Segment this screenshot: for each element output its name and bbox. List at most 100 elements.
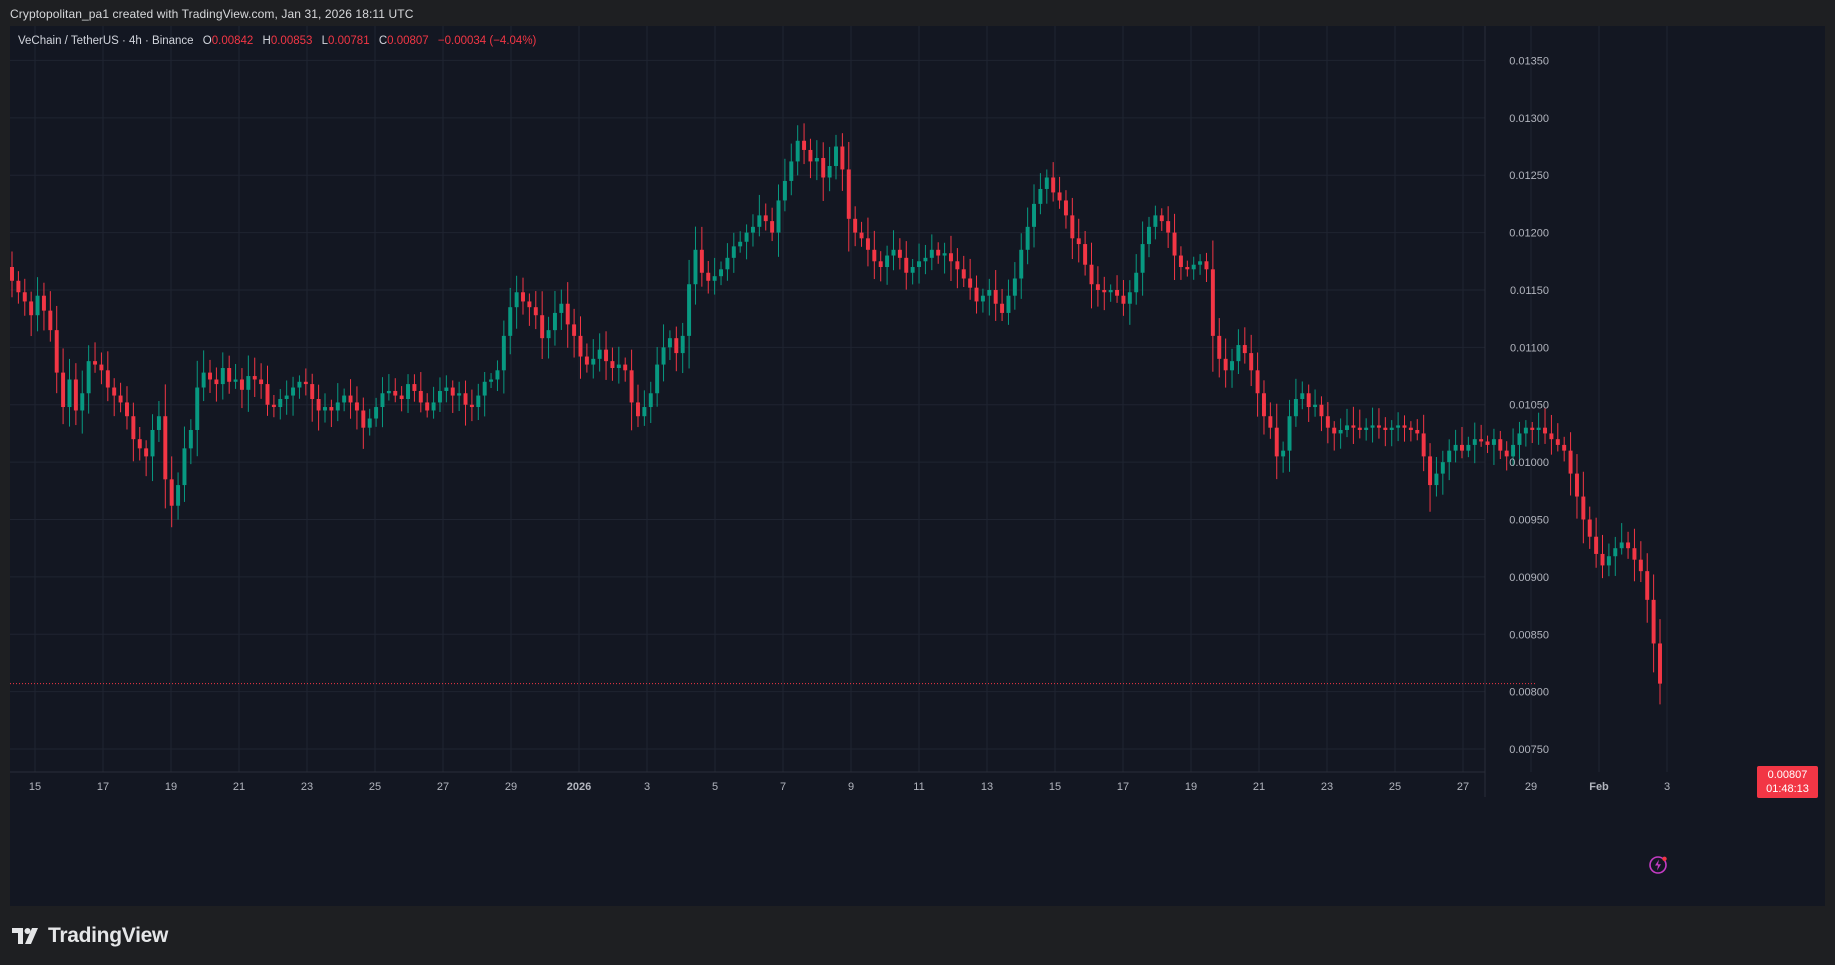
candle-body xyxy=(993,289,998,304)
candle-body xyxy=(980,295,985,302)
candle-body xyxy=(16,280,21,293)
chart-panel[interactable]: 0.00750 0.00800 0.00850 0.00900 0.00950 0.010… xyxy=(10,26,1825,906)
candle-body xyxy=(501,335,506,371)
candle-body xyxy=(1440,462,1445,474)
candle-body xyxy=(533,307,538,316)
candle-body xyxy=(86,361,91,394)
candle-body xyxy=(361,410,366,428)
candle-body xyxy=(431,402,436,411)
candle-body xyxy=(41,295,46,311)
candlestick-chart[interactable]: 0.00750 0.00800 0.00850 0.00900 0.00950 0.010… xyxy=(10,26,1825,906)
tradingview-brand[interactable]: TradingView xyxy=(12,924,168,948)
candle-body xyxy=(425,402,430,411)
candle-body xyxy=(188,429,193,449)
candle-body xyxy=(827,166,832,178)
y-tick-label: 0.01200 xyxy=(1509,228,1549,240)
candle-body xyxy=(846,169,851,219)
candle-body xyxy=(1351,425,1356,428)
candle-body xyxy=(450,387,455,396)
candle-body xyxy=(859,232,864,239)
candle-body xyxy=(367,418,372,428)
candle-body xyxy=(834,146,838,167)
candle-body xyxy=(1000,303,1005,313)
candle-body xyxy=(1108,289,1113,293)
candle-body xyxy=(1070,215,1075,239)
x-tick-label: 13 xyxy=(981,781,993,793)
candle-body xyxy=(489,379,494,382)
high-value: 0.00853 xyxy=(270,35,313,47)
candle-body xyxy=(546,330,551,339)
candle-body xyxy=(131,416,136,440)
candle-body xyxy=(335,402,340,411)
x-tick-label: 5 xyxy=(712,781,718,793)
x-tick-label: 27 xyxy=(1457,781,1469,793)
candle-body xyxy=(220,368,225,385)
candle-body xyxy=(750,226,755,233)
candle-body xyxy=(1319,404,1324,417)
y-tick-label: 0.01150 xyxy=(1510,285,1549,297)
candle-body xyxy=(1613,548,1618,557)
symbol-legend[interactable]: VeChain / TetherUS · 4h · Binance O0.008… xyxy=(18,35,536,47)
candle-body xyxy=(604,349,609,362)
symbol-name[interactable]: VeChain / TetherUS · 4h · Binance xyxy=(18,35,194,47)
candle-body xyxy=(527,301,532,308)
candle-body xyxy=(259,379,264,385)
candle-body xyxy=(1415,429,1420,434)
candle-body xyxy=(1651,599,1656,644)
candle-body xyxy=(1485,441,1490,445)
candle-body xyxy=(814,157,819,162)
candle-body xyxy=(380,393,385,408)
candle-body xyxy=(853,218,858,233)
candle-body xyxy=(1293,399,1298,417)
candle-body xyxy=(163,416,168,480)
candle-body xyxy=(437,390,442,403)
candle-body xyxy=(1076,238,1081,245)
candle-body xyxy=(648,393,653,408)
candle-body xyxy=(1364,427,1369,430)
candle-body xyxy=(782,180,787,201)
candle-body xyxy=(303,381,308,385)
candle-body xyxy=(1102,289,1107,293)
candle-body xyxy=(808,149,813,162)
candle-body xyxy=(227,368,232,382)
x-tick-label: 29 xyxy=(505,781,517,793)
candle-body xyxy=(1325,416,1330,428)
candle-body xyxy=(1345,425,1349,430)
candle-body xyxy=(1236,345,1241,362)
candle-body xyxy=(1172,232,1177,256)
candle-body xyxy=(508,307,513,336)
flash-icon[interactable] xyxy=(1648,855,1668,875)
candle-body xyxy=(169,479,174,506)
candle-body xyxy=(1153,215,1158,227)
candle-body xyxy=(1230,361,1235,371)
chart-grid xyxy=(10,26,1668,772)
candle-body xyxy=(22,292,27,302)
candle-body xyxy=(968,278,973,288)
high-label: H xyxy=(262,35,271,47)
candle-body xyxy=(936,249,941,256)
candle-body xyxy=(910,267,915,273)
candle-body xyxy=(712,276,717,281)
candle-body xyxy=(48,310,53,331)
candle-body xyxy=(1268,416,1273,428)
candle-body xyxy=(1549,433,1554,440)
close-value: 0.00807 xyxy=(387,35,429,47)
candle-body xyxy=(1408,427,1413,430)
candle-body xyxy=(10,267,14,281)
candle-body xyxy=(923,257,928,262)
candle-body xyxy=(1063,200,1068,216)
candle-body xyxy=(1543,427,1548,434)
candle-body xyxy=(865,238,870,250)
candle-body xyxy=(1198,261,1203,265)
candle-body xyxy=(80,393,85,411)
last-price-badge: 0.00807 01:48:13 xyxy=(1757,766,1818,798)
candle-body xyxy=(521,292,525,302)
candle-body xyxy=(1453,444,1458,451)
candle-body xyxy=(1300,393,1305,399)
candle-body xyxy=(616,364,621,369)
candle-body xyxy=(1396,425,1401,428)
y-tick-label: 0.00850 xyxy=(1509,629,1549,641)
candle-body xyxy=(1658,643,1662,684)
candle-body xyxy=(1159,215,1164,222)
candle-body xyxy=(1051,177,1056,193)
